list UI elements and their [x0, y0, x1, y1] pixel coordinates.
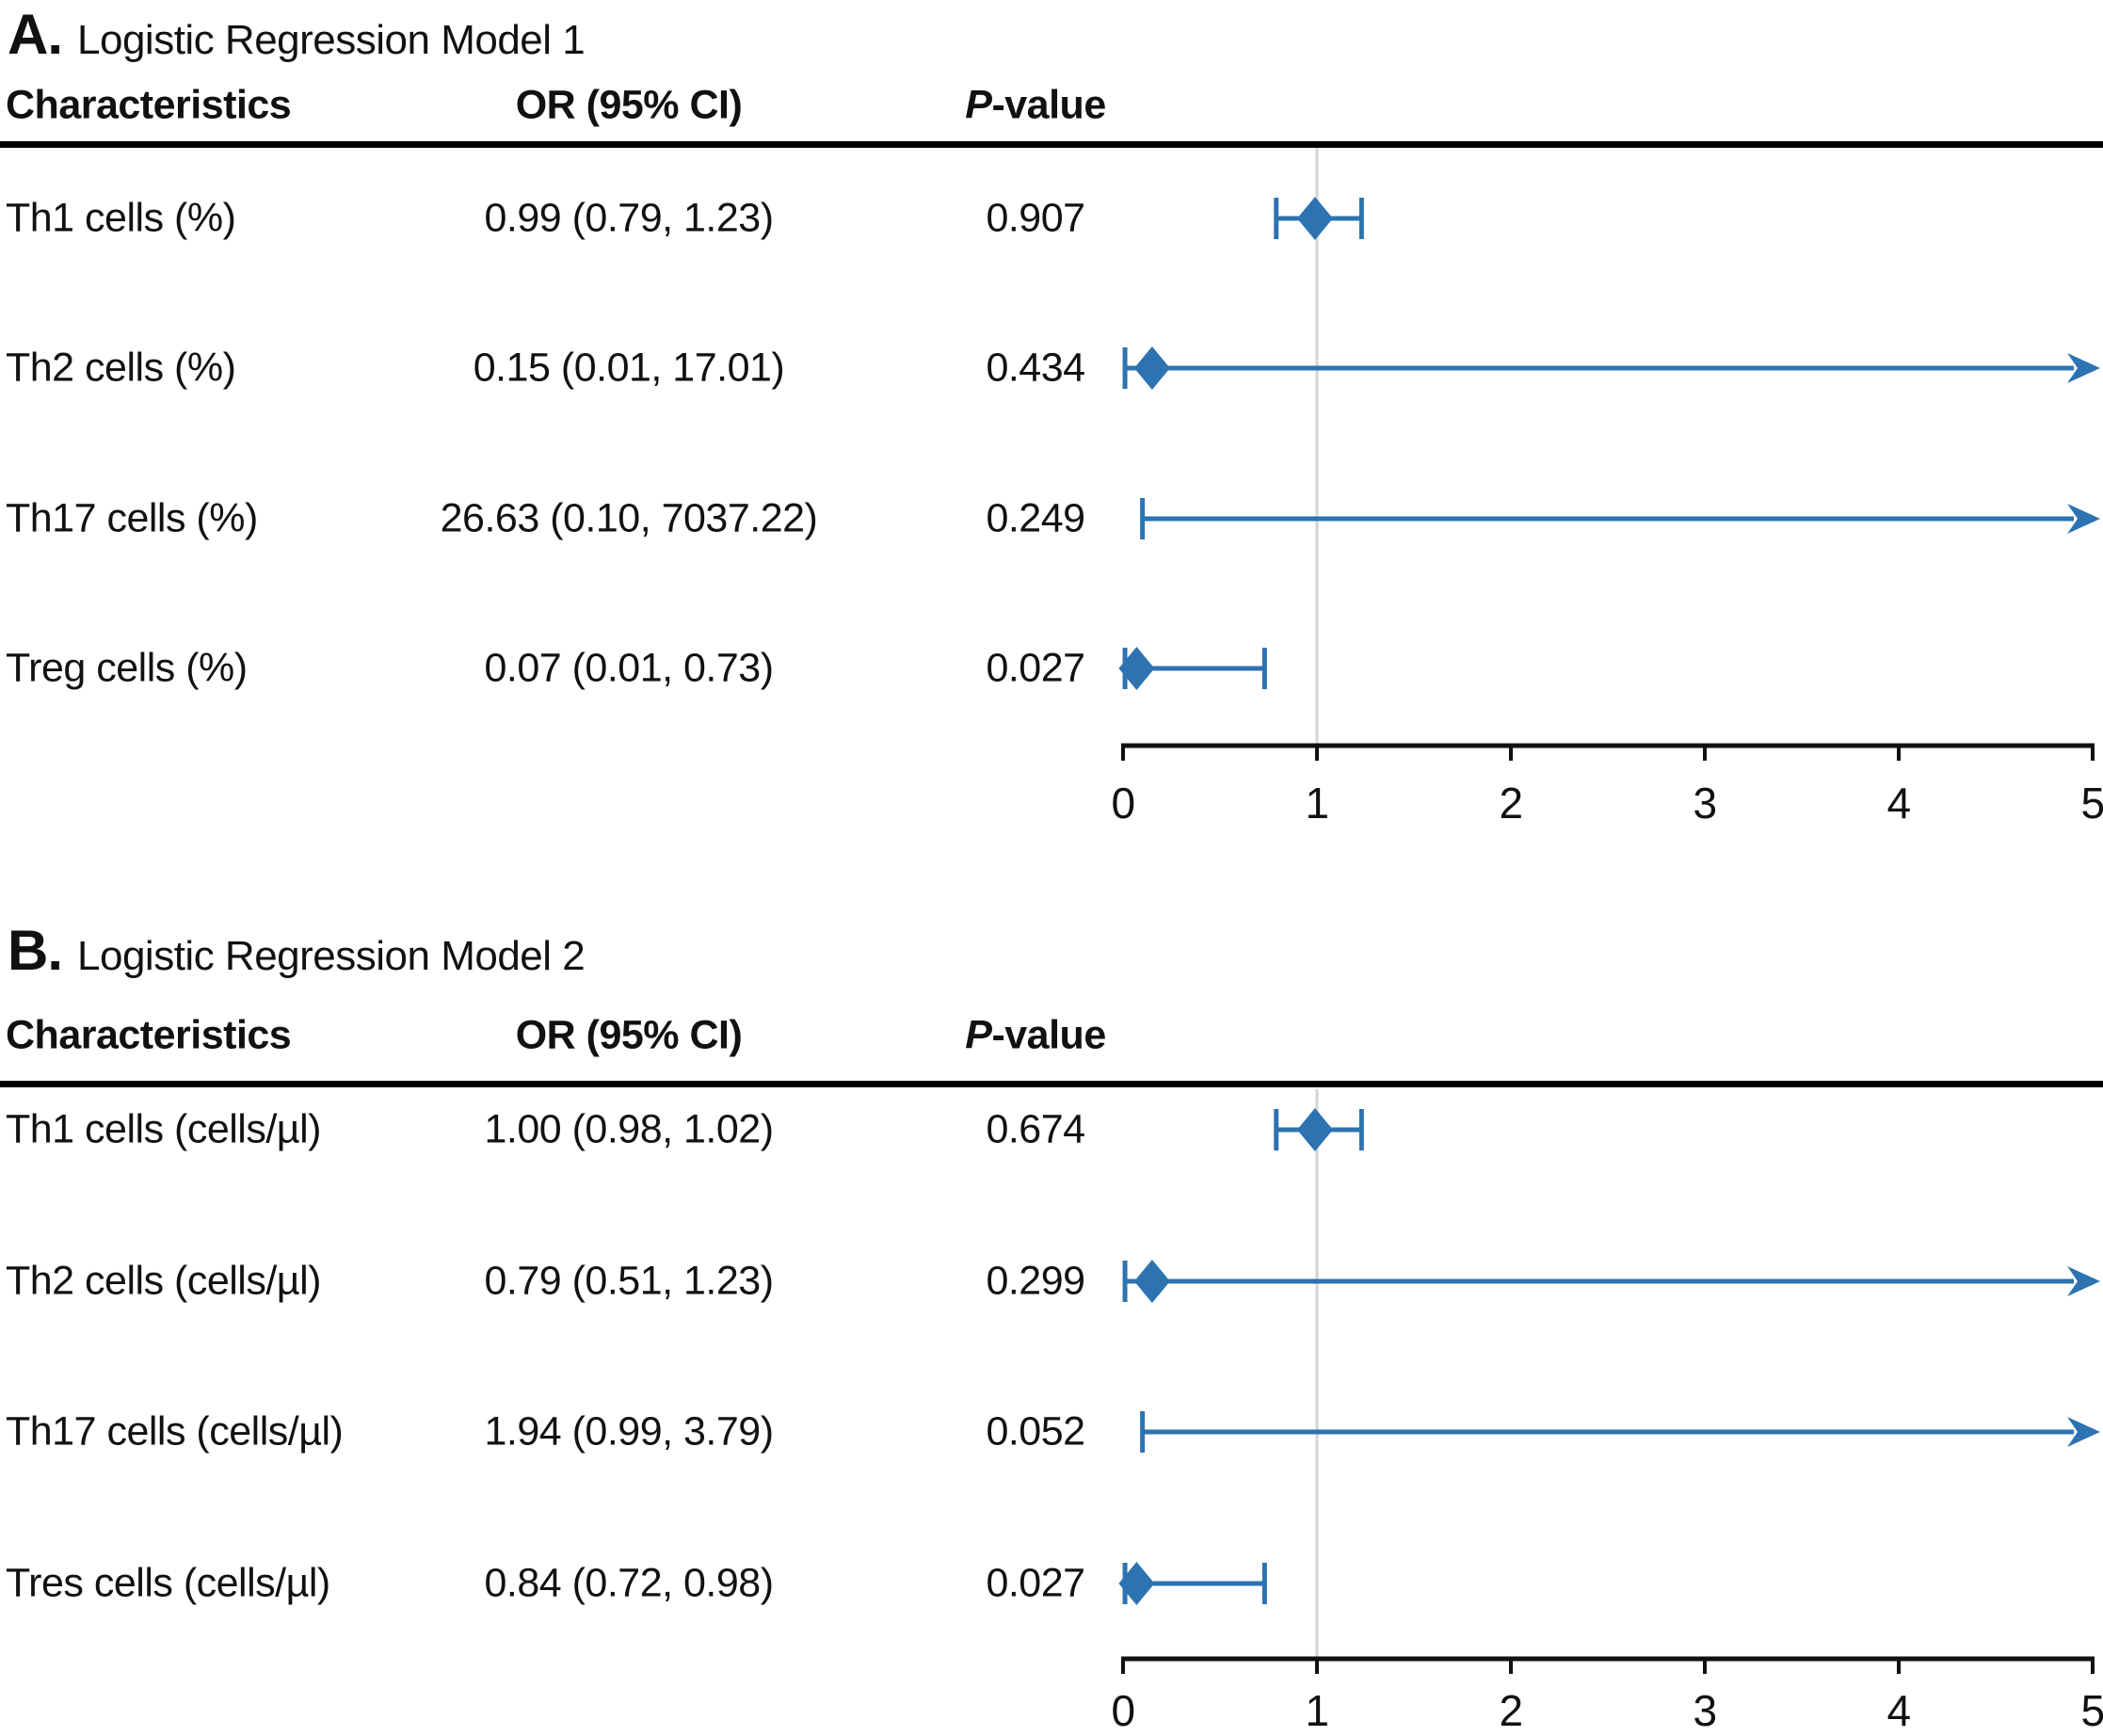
row-or-ci: 0.79 (0.51, 1.23) — [484, 1258, 774, 1304]
panel-b-letter: B. — [8, 919, 63, 982]
column-header-or-ci: OR (95% CI) — [515, 1012, 743, 1058]
panel-a-letter: A. — [8, 3, 63, 66]
arrow-right-icon — [2067, 504, 2100, 534]
row-or-ci: 1.00 (0.98, 1.02) — [484, 1106, 774, 1152]
row-label: Th2 cells (%) — [6, 345, 236, 391]
row-p-value: 0.027 — [986, 1560, 1085, 1606]
x-tick-label: 2 — [1499, 779, 1523, 828]
header-rule — [0, 1081, 2103, 1087]
diamond-marker — [1296, 1108, 1333, 1151]
x-tick-label: 3 — [1693, 1686, 1717, 1735]
diamond-marker — [1133, 346, 1170, 390]
row-or-ci: 0.84 (0.72, 0.98) — [484, 1560, 774, 1606]
row-label: Th2 cells (cells/µl) — [6, 1258, 321, 1304]
header-rule — [0, 141, 2103, 148]
x-tick-label: 4 — [1886, 1686, 1911, 1735]
row-p-value: 0.027 — [986, 645, 1085, 691]
arrow-right-icon — [2067, 1417, 2100, 1447]
row-or-ci: 26.63 (0.10, 7037.22) — [440, 495, 818, 541]
row-label: Th17 cells (cells/µl) — [6, 1408, 344, 1455]
row-label: Th1 cells (%) — [6, 195, 236, 241]
x-tick-label: 1 — [1305, 1686, 1329, 1735]
x-tick-label: 1 — [1305, 779, 1329, 828]
arrow-right-icon — [2067, 1266, 2100, 1296]
x-tick-label: 0 — [1111, 1686, 1135, 1735]
x-tick-label: 3 — [1693, 779, 1717, 828]
row-label: Tres cells (cells/µl) — [6, 1560, 330, 1606]
row-or-ci: 0.07 (0.01, 0.73) — [484, 645, 774, 691]
column-header-characteristics: Characteristics — [6, 1012, 292, 1058]
row-p-value: 0.907 — [986, 195, 1085, 241]
x-tick-label: 5 — [2080, 779, 2103, 828]
diamond-marker — [1296, 197, 1333, 240]
row-p-value: 0.052 — [986, 1408, 1085, 1455]
panel-a-name: Logistic Regression Model 1 — [77, 17, 586, 63]
x-tick-label: 4 — [1886, 779, 1911, 828]
diamond-marker — [1118, 647, 1155, 690]
diamond-marker — [1118, 1562, 1155, 1605]
column-header-p-value: P-value — [965, 1012, 1106, 1058]
panel-a-title: A. Logistic Regression Model 1 — [8, 2, 586, 67]
x-tick-label: 5 — [2080, 1686, 2103, 1735]
row-p-value: 0.299 — [986, 1258, 1085, 1304]
panel-b-name: Logistic Regression Model 2 — [77, 933, 586, 979]
column-header-p-value: P-value — [965, 82, 1106, 128]
panel-a: A. Logistic Regression Model 1 Character… — [0, 0, 2103, 866]
column-header-or-ci: OR (95% CI) — [515, 82, 743, 128]
x-tick-label: 0 — [1111, 779, 1135, 828]
row-label: Th1 cells (cells/µl) — [6, 1106, 321, 1152]
x-tick-label: 2 — [1499, 1686, 1523, 1735]
panel-b-title: B. Logistic Regression Model 2 — [8, 918, 586, 983]
row-or-ci: 0.15 (0.01, 17.01) — [473, 345, 785, 391]
row-or-ci: 1.94 (0.99, 3.79) — [484, 1408, 774, 1455]
row-label: Treg cells (%) — [6, 645, 248, 691]
row-p-value: 0.674 — [986, 1106, 1085, 1152]
row-label: Th17 cells (%) — [6, 495, 258, 541]
arrow-right-icon — [2067, 353, 2100, 383]
diamond-marker — [1133, 1260, 1170, 1303]
row-p-value: 0.249 — [986, 495, 1085, 541]
row-or-ci: 0.99 (0.79, 1.23) — [484, 195, 774, 241]
column-header-characteristics: Characteristics — [6, 82, 292, 128]
row-p-value: 0.434 — [986, 345, 1085, 391]
